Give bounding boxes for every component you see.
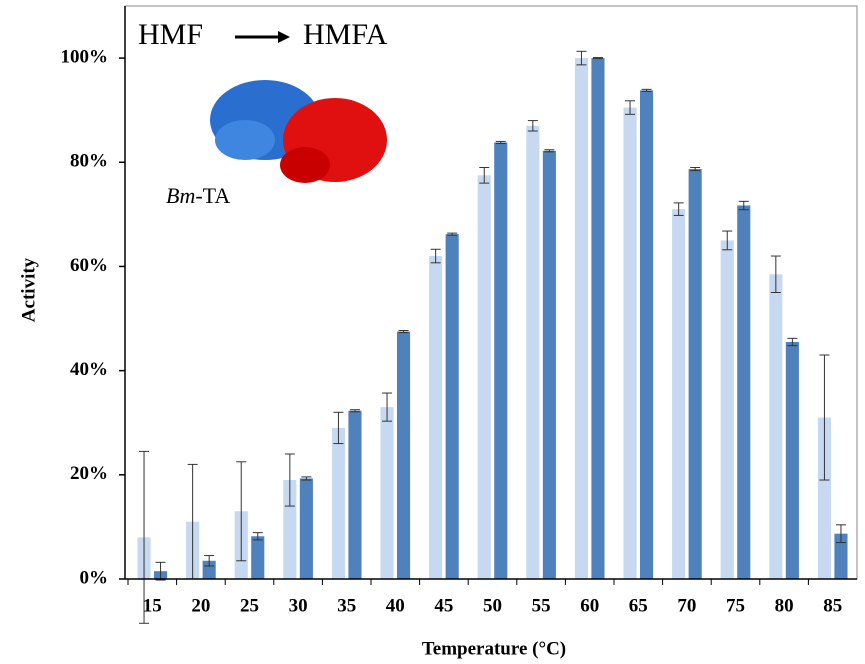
bar bbox=[251, 536, 265, 579]
bar bbox=[477, 175, 491, 579]
y-tick-label: 0% bbox=[80, 567, 109, 588]
error-bar bbox=[252, 532, 263, 541]
error-bar bbox=[738, 200, 749, 211]
bar bbox=[672, 209, 686, 579]
y-axis-title: Activity bbox=[18, 257, 39, 322]
y-tick-label: 80% bbox=[70, 151, 108, 172]
bar bbox=[202, 560, 216, 579]
x-tick-label: 20 bbox=[191, 595, 210, 616]
annotation-substrate: HMF bbox=[138, 18, 203, 51]
bar bbox=[737, 205, 751, 579]
bar bbox=[640, 90, 654, 580]
bar bbox=[299, 478, 313, 579]
protein-domain-blue bbox=[215, 120, 275, 160]
error-bar bbox=[398, 330, 409, 334]
x-tick-label: 40 bbox=[386, 595, 405, 616]
x-tick-label: 30 bbox=[289, 595, 308, 616]
x-tick-label: 70 bbox=[677, 595, 696, 616]
error-bar bbox=[673, 202, 684, 216]
x-tick-label: 50 bbox=[483, 595, 502, 616]
bar bbox=[331, 427, 345, 579]
x-tick-label: 60 bbox=[580, 595, 599, 616]
error-bar bbox=[527, 120, 538, 132]
error-bar bbox=[284, 453, 295, 507]
x-tick-label: 35 bbox=[337, 595, 356, 616]
y-tick-label: 20% bbox=[70, 463, 108, 484]
reaction-arrowhead bbox=[278, 31, 290, 43]
error-bar bbox=[787, 337, 798, 347]
bar bbox=[445, 234, 459, 579]
y-tick-label: 60% bbox=[70, 255, 108, 276]
bar bbox=[348, 410, 362, 579]
error-bar bbox=[447, 232, 458, 236]
bar bbox=[283, 480, 297, 579]
bar bbox=[834, 533, 848, 579]
protein-domain-red bbox=[280, 147, 330, 183]
enzyme-label-rest: -TA bbox=[195, 183, 230, 208]
x-tick-label: 65 bbox=[629, 595, 648, 616]
bar bbox=[688, 169, 702, 579]
x-axis-title: Temperature (°C) bbox=[422, 638, 566, 659]
protein-structure bbox=[210, 80, 387, 183]
error-bar bbox=[155, 561, 166, 581]
error-bar bbox=[430, 248, 441, 264]
error-bar bbox=[333, 411, 344, 445]
error-bar bbox=[382, 392, 393, 422]
error-bar bbox=[690, 166, 701, 172]
x-tick-label: 80 bbox=[775, 595, 794, 616]
y-tick-label: 40% bbox=[70, 359, 108, 380]
error-bar bbox=[236, 461, 247, 562]
error-bar bbox=[576, 50, 587, 66]
bar bbox=[817, 417, 831, 579]
x-tick-label: 85 bbox=[823, 595, 842, 616]
x-tick-label: 55 bbox=[532, 595, 551, 616]
enzyme-label: Bm-TA bbox=[166, 183, 230, 208]
bar bbox=[397, 331, 411, 579]
bar bbox=[720, 240, 734, 579]
error-bar bbox=[495, 140, 506, 145]
x-tick-label: 25 bbox=[240, 595, 259, 616]
enzyme-label-italic: Bm bbox=[166, 183, 195, 208]
x-tick-label: 45 bbox=[434, 595, 453, 616]
error-bar bbox=[770, 255, 781, 293]
error-bar bbox=[139, 450, 150, 624]
bar bbox=[591, 58, 605, 580]
y-tick-label: 100% bbox=[61, 46, 109, 67]
error-bar bbox=[301, 476, 312, 481]
bar bbox=[429, 256, 443, 579]
bar bbox=[623, 107, 637, 579]
error-bar bbox=[204, 555, 215, 567]
x-tick-label: 75 bbox=[726, 595, 745, 616]
bar bbox=[542, 150, 556, 579]
error-bar bbox=[625, 100, 636, 115]
bar bbox=[785, 341, 799, 579]
bar bbox=[574, 58, 588, 580]
x-tick-label: 15 bbox=[143, 595, 162, 616]
error-bar bbox=[835, 524, 846, 544]
bar bbox=[769, 274, 783, 579]
bar bbox=[494, 142, 508, 579]
bar bbox=[380, 407, 394, 579]
error-bar bbox=[544, 149, 555, 153]
error-bar bbox=[819, 354, 830, 481]
bar bbox=[526, 125, 540, 580]
annotation-product: HMFA bbox=[303, 18, 388, 51]
error-bar bbox=[722, 230, 733, 251]
error-bar bbox=[641, 88, 652, 92]
error-bar bbox=[349, 409, 360, 413]
error-bar bbox=[479, 166, 490, 184]
error-bar bbox=[592, 57, 603, 60]
